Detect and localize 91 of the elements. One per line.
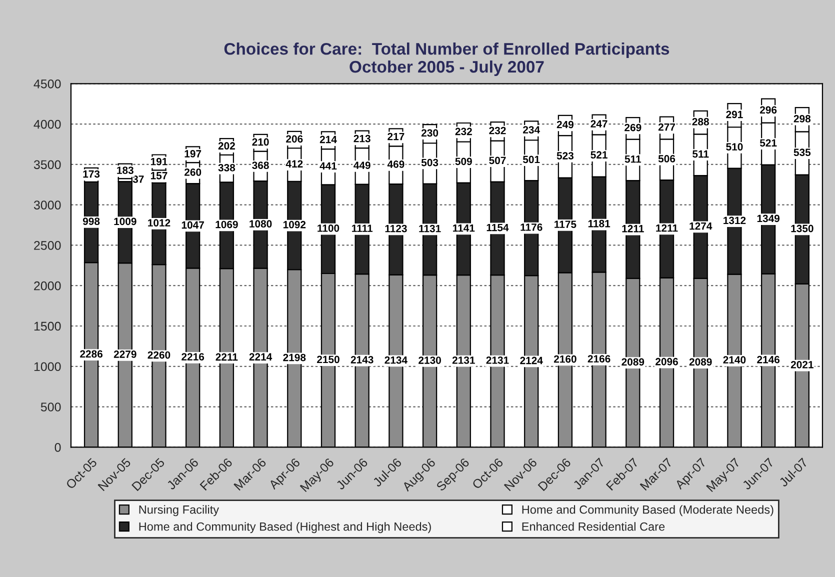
data-label: 1009 — [114, 218, 136, 226]
data-label: 523 — [556, 152, 574, 160]
data-label: 2143 — [350, 356, 374, 364]
y-tick-label: 2500 — [34, 241, 61, 250]
data-label: 260 — [184, 168, 202, 176]
y-tick-label: 500 — [40, 402, 61, 412]
data-label: 535 — [794, 148, 811, 156]
y-tick-label: 4000 — [34, 120, 61, 129]
data-label: 291 — [726, 110, 743, 118]
data-label: 2198 — [283, 354, 306, 362]
data-label: 2279 — [114, 350, 136, 358]
data-label: 506 — [658, 155, 676, 162]
data-label: 288 — [692, 118, 709, 126]
data-label: 2131 — [452, 356, 475, 364]
data-label: 511 — [692, 150, 709, 158]
data-label: 1123 — [385, 224, 407, 232]
data-label: 247 — [590, 120, 608, 128]
data-label: 2216 — [182, 353, 204, 360]
data-label: 230 — [421, 129, 438, 137]
legend-label: Nursing Facility — [139, 505, 220, 516]
data-label: 412 — [286, 160, 303, 168]
y-tick-label: 3000 — [34, 200, 61, 210]
legend-label: Enhanced Residential Care — [522, 522, 665, 531]
data-label: 1111 — [352, 224, 373, 232]
data-label: 214 — [320, 136, 337, 144]
data-label: 1047 — [182, 221, 204, 229]
y-tick-label: 1000 — [34, 362, 61, 372]
y-tick-label: 4500 — [34, 79, 61, 88]
data-label: 2096 — [656, 358, 678, 366]
data-label: 1100 — [318, 224, 340, 232]
data-label: 2150 — [317, 356, 340, 364]
data-label: 2140 — [723, 356, 746, 364]
data-label: 298 — [794, 115, 811, 122]
data-label: 2021 — [790, 360, 814, 368]
data-label: 1012 — [148, 219, 170, 227]
data-label: 503 — [421, 158, 438, 166]
data-label: 509 — [455, 158, 472, 166]
data-label: 2089 — [689, 358, 712, 366]
data-label: 469 — [387, 160, 404, 168]
data-label: 2134 — [384, 356, 408, 364]
data-label: 202 — [218, 142, 235, 150]
data-label: 521 — [760, 139, 777, 147]
data-label: 368 — [252, 162, 269, 170]
data-label: 1350 — [791, 224, 814, 232]
data-label: 1349 — [757, 214, 780, 222]
data-label: 1069 — [216, 220, 238, 228]
data-label: 2211 — [216, 353, 238, 361]
data-label: 1141 — [453, 224, 475, 232]
data-label: 2130 — [418, 356, 441, 364]
data-label: 441 — [320, 162, 337, 170]
data-label: 2146 — [757, 356, 780, 364]
data-label: 1274 — [690, 222, 712, 230]
data-label: 1154 — [486, 224, 509, 232]
data-label: 998 — [82, 218, 100, 225]
data-label: 1181 — [588, 220, 610, 228]
data-label: 2131 — [486, 356, 509, 364]
y-tick-label: 0 — [54, 442, 61, 452]
data-label: 277 — [658, 123, 675, 131]
y-tick-label: 1500 — [34, 322, 61, 331]
data-label: 37 — [132, 175, 144, 183]
data-label: 1080 — [250, 220, 272, 228]
y-tick-label: 3500 — [34, 160, 61, 170]
data-label: 1175 — [554, 220, 576, 228]
data-label: 2160 — [554, 355, 576, 363]
y-tick-label: 2000 — [34, 281, 61, 290]
data-label: 2286 — [80, 350, 102, 358]
data-label: 296 — [760, 106, 777, 114]
data-label: 1211 — [656, 224, 678, 232]
data-label: 2260 — [148, 351, 170, 359]
legend-label: Home and Community Based (Moderate Needs) — [522, 505, 774, 516]
data-label: 269 — [624, 124, 642, 132]
data-label: 1312 — [724, 216, 746, 224]
data-label: 1176 — [520, 224, 542, 231]
data-label: 2166 — [588, 355, 610, 362]
data-label: 510 — [726, 143, 743, 151]
data-label: 2089 — [622, 358, 644, 366]
data-label: 501 — [522, 156, 540, 164]
data-label: 521 — [590, 151, 608, 159]
data-label: 1131 — [419, 224, 441, 232]
data-label: 338 — [218, 164, 236, 172]
data-label: 511 — [624, 155, 642, 163]
legend-label: Home and Community Based (Highest and High Needs) — [139, 522, 431, 534]
data-label: 173 — [83, 170, 100, 178]
data-label: 449 — [354, 162, 370, 169]
chart-title: Choices for Care: Total Number of Enrolled Participants October 2005 - July 2007 — [224, 42, 670, 76]
data-label: 249 — [556, 120, 574, 128]
data-label: 1092 — [283, 220, 306, 228]
data-label: 2214 — [249, 353, 272, 360]
data-label: 507 — [489, 156, 506, 164]
data-label: 1211 — [622, 224, 644, 232]
data-label: 2124 — [520, 356, 543, 364]
